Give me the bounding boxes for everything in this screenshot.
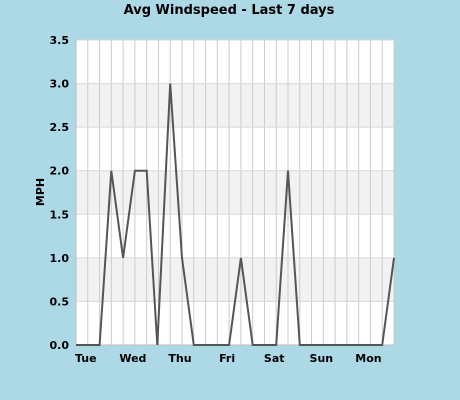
y-tick-label: 1.5 xyxy=(50,208,70,221)
x-tick-label: Thu xyxy=(168,352,191,365)
x-tick-label: Sat xyxy=(264,352,285,365)
y-tick-label: 3.5 xyxy=(50,34,70,47)
x-tick-label: Sun xyxy=(310,352,334,365)
vertical-gridlines xyxy=(87,40,395,345)
x-tick-labels: Tue Wed Thu Fri Sat Sun Mon xyxy=(75,352,382,365)
y-tick-label: 0.5 xyxy=(50,295,70,308)
y-tick-label: 2.5 xyxy=(50,121,70,134)
x-tick-label: Wed xyxy=(119,352,146,365)
y-tick-label: 1.0 xyxy=(50,252,70,265)
plot-band xyxy=(76,170,394,215)
series-group xyxy=(76,83,395,346)
windspeed-line xyxy=(76,83,395,346)
y-tick-labels: 0.0 0.5 1.0 1.5 2.0 2.5 3.0 3.5 xyxy=(50,34,70,352)
y-tick-label: 2.0 xyxy=(50,165,70,178)
x-tick-label: Fri xyxy=(219,352,235,365)
y-tick-label: 0.0 xyxy=(50,339,70,352)
x-tick-label: Mon xyxy=(355,352,381,365)
chart-title: Avg Windspeed - Last 7 days xyxy=(124,3,335,18)
plot-bands xyxy=(76,83,394,302)
plot-band xyxy=(76,83,394,128)
y-tick-label: 3.0 xyxy=(50,78,70,91)
x-tick-label: Tue xyxy=(75,352,97,365)
y-axis-label: MPH xyxy=(34,178,47,206)
